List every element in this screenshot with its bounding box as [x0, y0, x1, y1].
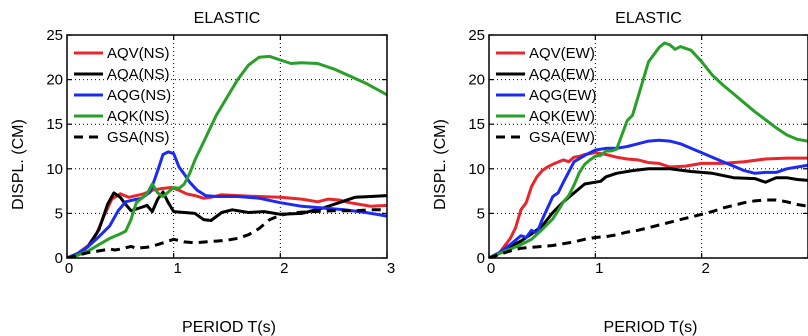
left-chart-title: ELASTIC [194, 10, 261, 27]
left-legend-label: GSA(NS) [107, 129, 170, 146]
right-series-line-gsa-ew- [489, 198, 808, 258]
right-x-tick-label: 0 [487, 260, 495, 277]
right-x-tick-label: 1 [595, 260, 603, 277]
left-series-line-aqk-ns- [67, 54, 387, 258]
right-axes-frame [488, 34, 808, 259]
left-series-line-aqa-ns- [67, 190, 387, 258]
right-legend-label: AQG(EW) [529, 87, 597, 104]
left-x-tick-label: 1 [173, 260, 181, 277]
right-legend-label: AQK(EW) [529, 108, 595, 125]
left-legend: AQV(NS) AQA(NS) AQG(NS) AQK(NS) GSA(NS) [74, 45, 171, 146]
right-x-axis-label: PERIOD T(s) [604, 319, 698, 336]
left-legend-label: AQG(NS) [107, 87, 171, 104]
left-x-tick-label: 0 [65, 260, 73, 277]
right-series-line-aqa-ew- [489, 167, 808, 258]
left-legend-label: AQV(NS) [107, 45, 170, 62]
left-x-tick-label: 3 [387, 260, 395, 277]
right-legend-label: AQA(EW) [529, 66, 595, 83]
left-series-line-aqg-ns- [67, 150, 387, 258]
right-legend: AQV(EW) AQA(EW) AQG(EW) AQK(EW) GSA(EW) [496, 45, 597, 146]
left-grid [67, 35, 387, 258]
left-y-tick-label: 10 [46, 161, 63, 178]
right-y-tick-label: 25 [468, 27, 485, 44]
left-y-tick-label: 20 [46, 72, 63, 89]
left-legend-label: AQK(NS) [107, 108, 170, 125]
left-axes-frame [66, 34, 388, 259]
left-y-tick-label: 15 [46, 116, 63, 133]
left-series-line-gsa-ns- [67, 208, 387, 258]
left-chart: 0 1 2 3 0 5 10 15 20 25 ELASTIC PERIOD T(s) DISPL. (… [10, 10, 395, 336]
left-y-tick-label: 0 [55, 250, 63, 267]
right-series-line-aqg-ew- [489, 138, 808, 258]
left-legend-label: AQA(NS) [107, 66, 170, 83]
left-x-axis-label: PERIOD T(s) [182, 319, 276, 336]
right-y-axis-label: DISPL. (CM) [432, 119, 449, 210]
left-y-axis-label: DISPL. (CM) [10, 119, 27, 210]
right-legend-label: AQV(EW) [529, 45, 595, 62]
left-y-tick-label: 25 [46, 27, 63, 44]
left-x-tick-label: 2 [280, 260, 288, 277]
right-series-group [489, 41, 808, 258]
left-y-tick-label: 5 [55, 205, 63, 222]
right-chart-title: ELASTIC [615, 10, 682, 27]
right-x-tick-label: 2 [701, 260, 709, 277]
right-series-line-aqk-ew- [489, 41, 808, 258]
right-legend-label: GSA(EW) [529, 129, 595, 146]
right-y-tick-label: 20 [468, 72, 485, 89]
right-y-tick-label: 15 [468, 116, 485, 133]
left-series-group [67, 54, 387, 258]
right-y-tick-label: 10 [468, 161, 485, 178]
right-y-tick-label: 0 [477, 250, 485, 267]
right-y-tick-label: 5 [477, 205, 485, 222]
left-series-line-aqv-ns- [67, 186, 387, 258]
